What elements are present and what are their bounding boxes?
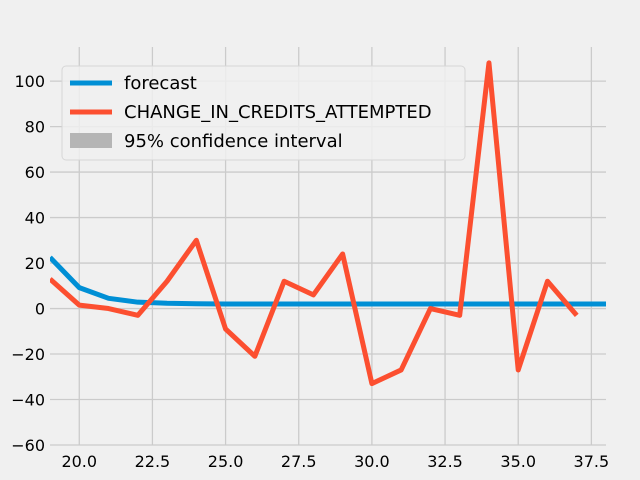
x-tick-label: 37.5 — [574, 452, 610, 471]
y-tick-label: −60 — [11, 436, 45, 455]
legend-label: forecast — [124, 73, 197, 94]
legend-label: CHANGE_IN_CREDITS_ATTEMPTED — [124, 102, 432, 123]
legend-label: 95% confidence interval — [124, 131, 343, 152]
y-tick-label: 20 — [25, 254, 45, 273]
y-tick-label: 40 — [25, 209, 45, 228]
series-layer — [50, 60, 606, 387]
x-tick-label: 22.5 — [135, 452, 171, 471]
y-tick-label: 60 — [25, 163, 45, 182]
y-tick-label: 100 — [14, 72, 45, 91]
series-line-change-in-credits-attempted — [50, 60, 579, 387]
x-tick-label: 25.0 — [208, 452, 244, 471]
x-tick-label: 35.0 — [500, 452, 536, 471]
x-tick-label: 32.5 — [427, 452, 463, 471]
ticks: 20.0 22.5 25.0 27.5 30.0 32.5 35.0 37.5 −60 −40 −2… — [11, 72, 609, 471]
legend: forecast CHANGE_IN_CREDITS_ATTEMPTED 95% c… — [61, 65, 466, 161]
y-tick-label: 0 — [35, 300, 45, 319]
y-tick-label: 80 — [25, 118, 45, 137]
x-tick-label: 30.0 — [354, 452, 390, 471]
x-tick-label: 27.5 — [281, 452, 317, 471]
x-tick-label: 20.0 — [61, 452, 97, 471]
legend-box — [61, 65, 466, 161]
legend-swatch-patch — [70, 133, 112, 148]
y-tick-label: −40 — [11, 391, 45, 410]
y-tick-label: −20 — [11, 345, 45, 364]
